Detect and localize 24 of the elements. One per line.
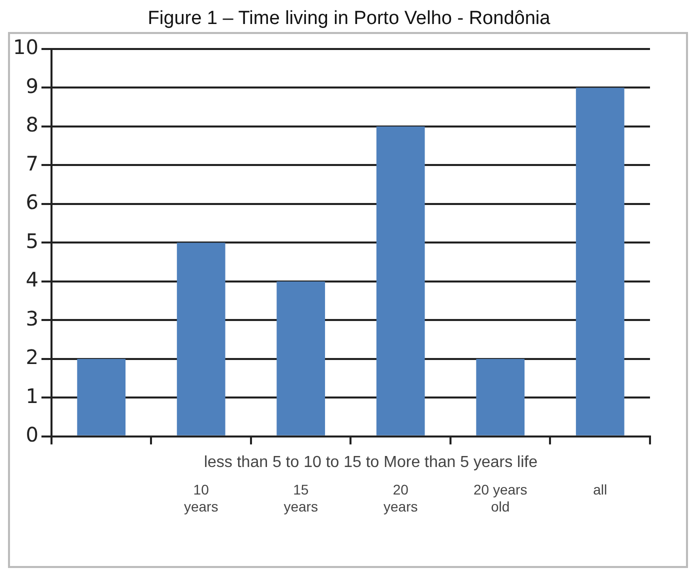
- x-tick-label: 10 years: [184, 482, 218, 514]
- bar: [476, 358, 525, 436]
- x-tick-label: 15 years: [284, 482, 318, 514]
- y-tick-label: 0: [26, 422, 38, 447]
- bar: [176, 242, 226, 436]
- y-tick-label: 2: [26, 345, 38, 370]
- x-tick-label: all: [593, 482, 608, 498]
- y-tick-label: 9: [26, 74, 38, 98]
- x-tick-label: 20 years old: [474, 482, 528, 514]
- y-tick-label: 4: [26, 268, 38, 292]
- bar: [376, 126, 425, 436]
- y-tick-label: 8: [26, 112, 38, 137]
- y-tick-label: 5: [26, 228, 38, 253]
- chart-title: Figure 1 – Time living in Porto Velho - Rondônia: [146, 8, 552, 30]
- x-tick-label: 20 years: [383, 482, 418, 514]
- bar: [77, 358, 126, 436]
- text: less than 5 to 10 to 15 to More than 5 years life: [204, 454, 538, 471]
- y-tick-label: 7: [26, 151, 38, 176]
- y-tick-label: 3: [26, 306, 38, 330]
- y-tick-label: 10: [12, 35, 38, 60]
- y-tick-label: 1: [26, 384, 38, 408]
- bar: [576, 88, 624, 436]
- y-tick-label: 6: [26, 190, 38, 214]
- bar: [276, 281, 326, 436]
